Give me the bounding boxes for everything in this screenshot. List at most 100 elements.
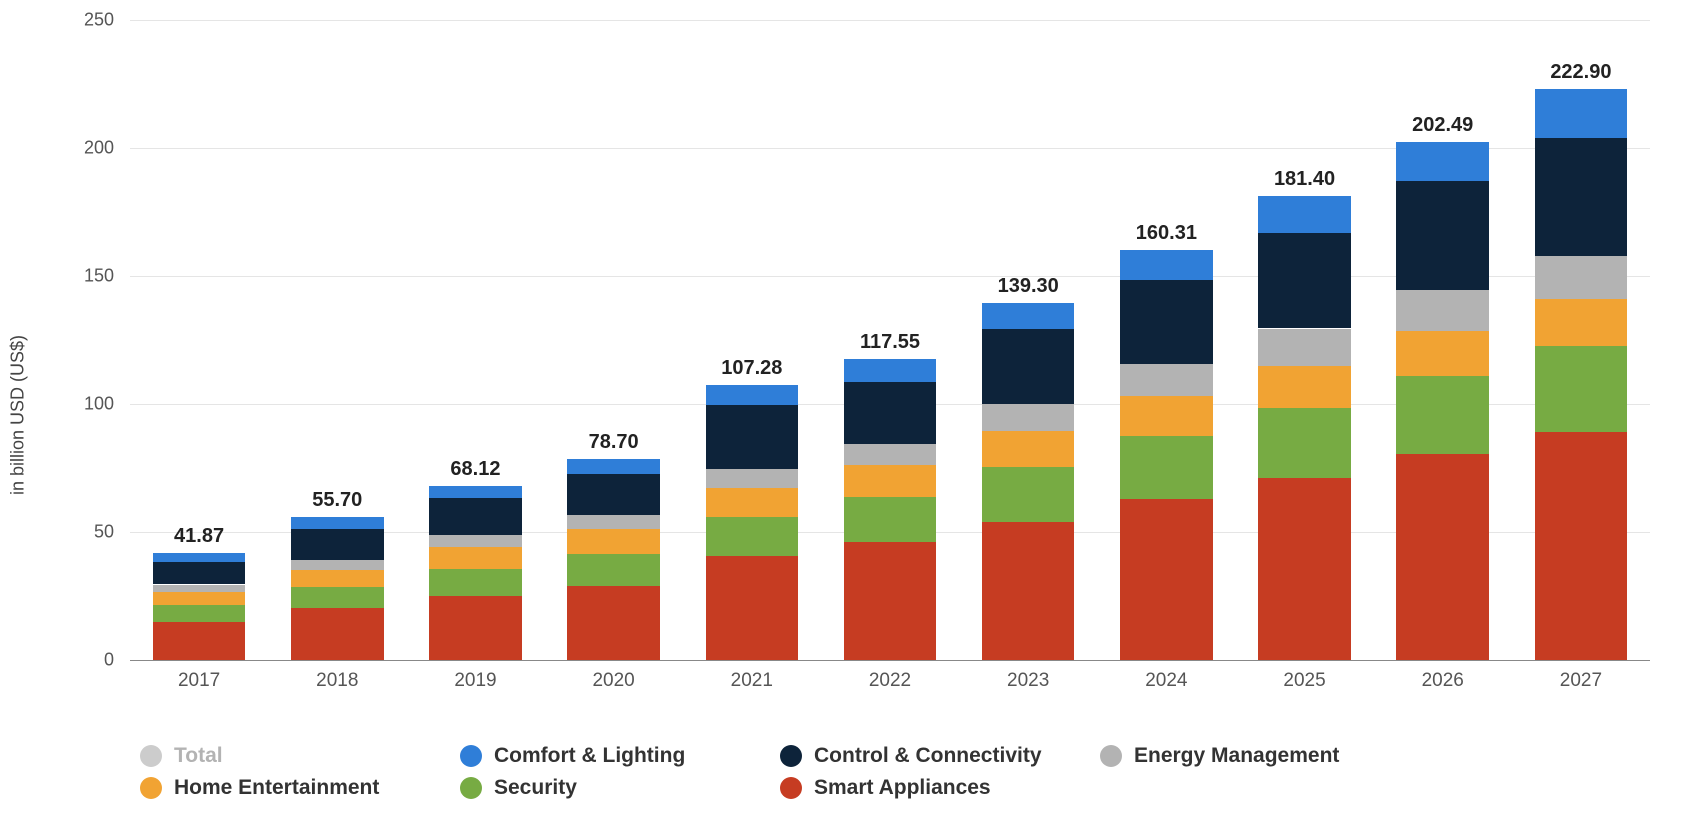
stacked-bar-chart: in billion USD (US$) Total Comfort & Ligh… (0, 0, 1694, 830)
x-tick-label: 2018 (277, 670, 397, 692)
bar-segment-security (982, 467, 1075, 522)
y-axis-title: in billion USD (US$) (8, 335, 29, 495)
bar-total-label: 160.31 (1106, 222, 1226, 245)
legend-item-home-entertainment[interactable]: Home Entertainment (140, 772, 450, 804)
x-tick-label: 2025 (1245, 670, 1365, 692)
legend-label: Control & Connectivity (814, 744, 1042, 768)
x-tick-label: 2017 (139, 670, 259, 692)
bar-segment-home-entertainment (1258, 366, 1351, 408)
legend-item-smart-appliances[interactable]: Smart Appliances (780, 772, 1090, 804)
bar-segment-home-entertainment (844, 465, 937, 497)
legend-label: Comfort & Lighting (494, 744, 685, 768)
bar-segment-security (1120, 436, 1213, 499)
bar-segment-security (153, 605, 246, 622)
bar-segment-smart-appliances (1258, 478, 1351, 660)
bar-segment-smart-appliances (153, 622, 246, 660)
bar-segment-home-entertainment (1535, 299, 1628, 346)
bar-segment-security (706, 517, 799, 557)
bar-segment-energy-management (844, 444, 937, 466)
y-tick-label: 150 (14, 266, 114, 287)
legend-swatch-icon (460, 745, 482, 767)
bar-segment-control-connectivity (291, 529, 384, 560)
bar-segment-energy-management (982, 404, 1075, 431)
bar-segment-energy-management (1258, 329, 1351, 366)
bar-segment-energy-management (1535, 256, 1628, 300)
bar-segment-control-connectivity (844, 382, 937, 444)
gridline (130, 20, 1650, 21)
bar-segment-control-connectivity (1258, 233, 1351, 329)
bar-segment-security (291, 587, 384, 607)
bar-total-label: 41.87 (139, 525, 259, 548)
bar-segment-energy-management (1396, 290, 1489, 331)
bar-segment-smart-appliances (567, 586, 660, 660)
bar-segment-security (1535, 346, 1628, 432)
bar-segment-comfort-lighting (1535, 89, 1628, 138)
legend-item-energy-management[interactable]: Energy Management (1100, 740, 1410, 772)
bar-segment-security (844, 497, 937, 542)
y-tick-label: 250 (14, 10, 114, 31)
bar-segment-smart-appliances (429, 596, 522, 660)
bar-total-label: 222.90 (1521, 61, 1641, 84)
bar-segment-comfort-lighting (1258, 196, 1351, 233)
bar-segment-home-entertainment (567, 529, 660, 553)
bar-segment-energy-management (1120, 364, 1213, 396)
bar-segment-security (429, 569, 522, 596)
bar-segment-smart-appliances (1535, 432, 1628, 660)
bar-segment-comfort-lighting (844, 359, 937, 382)
bar-segment-control-connectivity (429, 498, 522, 534)
bar-segment-energy-management (291, 560, 384, 570)
bar-segment-comfort-lighting (429, 486, 522, 499)
bar-segment-smart-appliances (1120, 499, 1213, 660)
bar-segment-home-entertainment (706, 488, 799, 516)
bar-total-label: 107.28 (692, 357, 812, 380)
x-tick-label: 2020 (554, 670, 674, 692)
legend-item-control-connectivity[interactable]: Control & Connectivity (780, 740, 1090, 772)
bar-segment-comfort-lighting (982, 303, 1075, 329)
legend-swatch-icon (1100, 745, 1122, 767)
x-tick-label: 2019 (415, 670, 535, 692)
legend-item-comfort-lighting[interactable]: Comfort & Lighting (460, 740, 770, 772)
bar-segment-security (1396, 376, 1489, 454)
bar-segment-comfort-lighting (567, 459, 660, 474)
bar-total-label: 202.49 (1383, 114, 1503, 137)
bar-segment-home-entertainment (982, 431, 1075, 467)
legend-item-security[interactable]: Security (460, 772, 770, 804)
x-tick-label: 2021 (692, 670, 812, 692)
legend-item-total[interactable]: Total (140, 740, 450, 772)
bar-segment-energy-management (706, 469, 799, 488)
bar-segment-smart-appliances (844, 542, 937, 660)
legend-label: Home Entertainment (174, 776, 379, 800)
y-tick-label: 0 (14, 650, 114, 671)
legend-swatch-icon (140, 777, 162, 799)
bar-segment-smart-appliances (1396, 454, 1489, 660)
bar-segment-control-connectivity (706, 405, 799, 470)
bar-segment-comfort-lighting (1120, 250, 1213, 281)
legend: Total Comfort & Lighting Control & Connect… (140, 740, 1660, 804)
legend-swatch-icon (140, 745, 162, 767)
bar-segment-home-entertainment (1396, 331, 1489, 376)
legend-swatch-icon (780, 745, 802, 767)
bar-segment-smart-appliances (982, 522, 1075, 660)
bar-segment-control-connectivity (1120, 280, 1213, 364)
legend-swatch-icon (780, 777, 802, 799)
bar-segment-security (567, 554, 660, 586)
y-tick-label: 200 (14, 138, 114, 159)
x-axis-line (130, 660, 1650, 661)
bar-segment-home-entertainment (291, 570, 384, 587)
bar-segment-comfort-lighting (706, 385, 799, 404)
bar-total-label: 139.30 (968, 275, 1088, 298)
bar-segment-home-entertainment (1120, 396, 1213, 436)
bar-segment-home-entertainment (429, 547, 522, 569)
bar-total-label: 181.40 (1245, 168, 1365, 191)
legend-swatch-icon (460, 777, 482, 799)
bar-segment-comfort-lighting (291, 517, 384, 529)
bar-segment-control-connectivity (567, 474, 660, 515)
x-tick-label: 2026 (1383, 670, 1503, 692)
legend-label: Total (174, 744, 223, 768)
bar-segment-control-connectivity (1535, 138, 1628, 256)
bar-segment-energy-management (429, 535, 522, 548)
x-tick-label: 2024 (1106, 670, 1226, 692)
bar-segment-smart-appliances (706, 556, 799, 660)
bar-total-label: 68.12 (415, 458, 535, 481)
x-tick-label: 2027 (1521, 670, 1641, 692)
